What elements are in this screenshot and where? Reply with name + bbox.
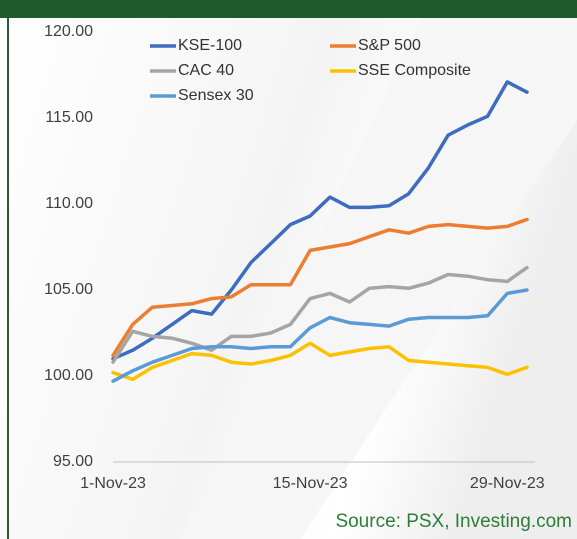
source-note: Source: PSX, Investing.com bbox=[335, 511, 572, 532]
series-line bbox=[111, 80, 529, 361]
legend-label: S&P 500 bbox=[358, 37, 421, 54]
header-bar bbox=[0, 0, 577, 18]
y-tick-label: 115.00 bbox=[45, 109, 93, 126]
background-stripe bbox=[180, 18, 577, 539]
y-tick-label: 95.00 bbox=[53, 453, 93, 470]
y-tick-label: 105.00 bbox=[44, 281, 93, 298]
legend-label: SSE Composite bbox=[358, 62, 471, 79]
legend-label: KSE-100 bbox=[178, 37, 242, 54]
y-tick-label: 120.00 bbox=[44, 23, 93, 40]
series-line bbox=[111, 288, 529, 383]
x-tick-label: 15-Nov-23 bbox=[273, 475, 348, 492]
series-line bbox=[111, 265, 529, 364]
x-tick-label: 1-Nov-23 bbox=[80, 475, 146, 492]
legend-label: CAC 40 bbox=[178, 62, 234, 79]
legend-label: Sensex 30 bbox=[178, 87, 254, 104]
y-tick-label: 100.00 bbox=[44, 367, 93, 384]
x-tick-label: 29-Nov-23 bbox=[470, 475, 545, 492]
y-tick-label: 110.00 bbox=[45, 195, 93, 212]
series-line bbox=[111, 217, 529, 358]
series-line bbox=[111, 341, 529, 382]
